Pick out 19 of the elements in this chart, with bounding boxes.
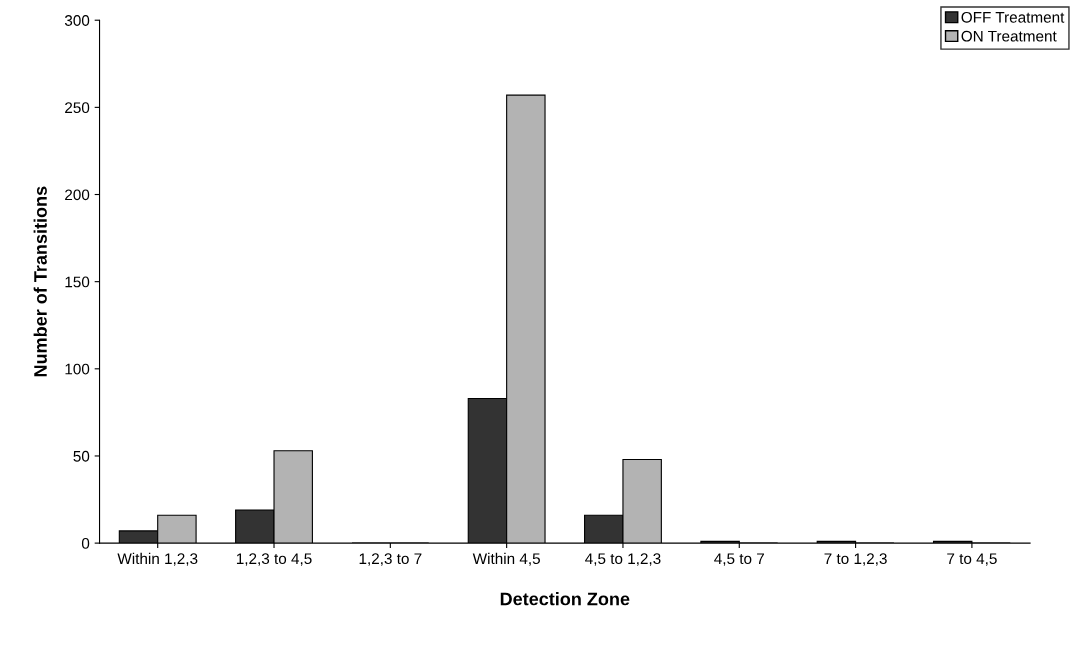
y-tick-label: 50	[73, 450, 90, 462]
x-tick-label: 1,2,3 to 7	[359, 553, 422, 566]
y-tick-label: 300	[64, 15, 90, 26]
y-axis-title: Number of Transitions	[33, 186, 47, 377]
y-tick-label: 250	[65, 102, 90, 114]
x-tick-label: 4,5 to 7	[714, 553, 764, 566]
y-tick-label: 200	[65, 189, 90, 201]
legend-label: OFF Treatment	[961, 11, 1065, 23]
x-tick-label: Within 1,2,3	[117, 552, 198, 566]
x-tick-label: 7 to 4,5	[947, 553, 997, 566]
y-tick-label: 100	[65, 363, 90, 375]
legend-label: ON Treatment	[961, 30, 1057, 42]
x-tick-label: Within 4,5	[472, 552, 540, 566]
x-tick-label: 7 to 1,2,3	[824, 553, 887, 566]
x-axis-title: Detection Zone	[500, 592, 630, 606]
x-tick-label: 1,2,3 to 4,5	[236, 553, 312, 566]
y-tick-label: 0	[81, 537, 90, 549]
x-tick-label: 4,5 to 1,2,3	[585, 553, 661, 566]
y-tick-label: 150	[65, 276, 90, 288]
